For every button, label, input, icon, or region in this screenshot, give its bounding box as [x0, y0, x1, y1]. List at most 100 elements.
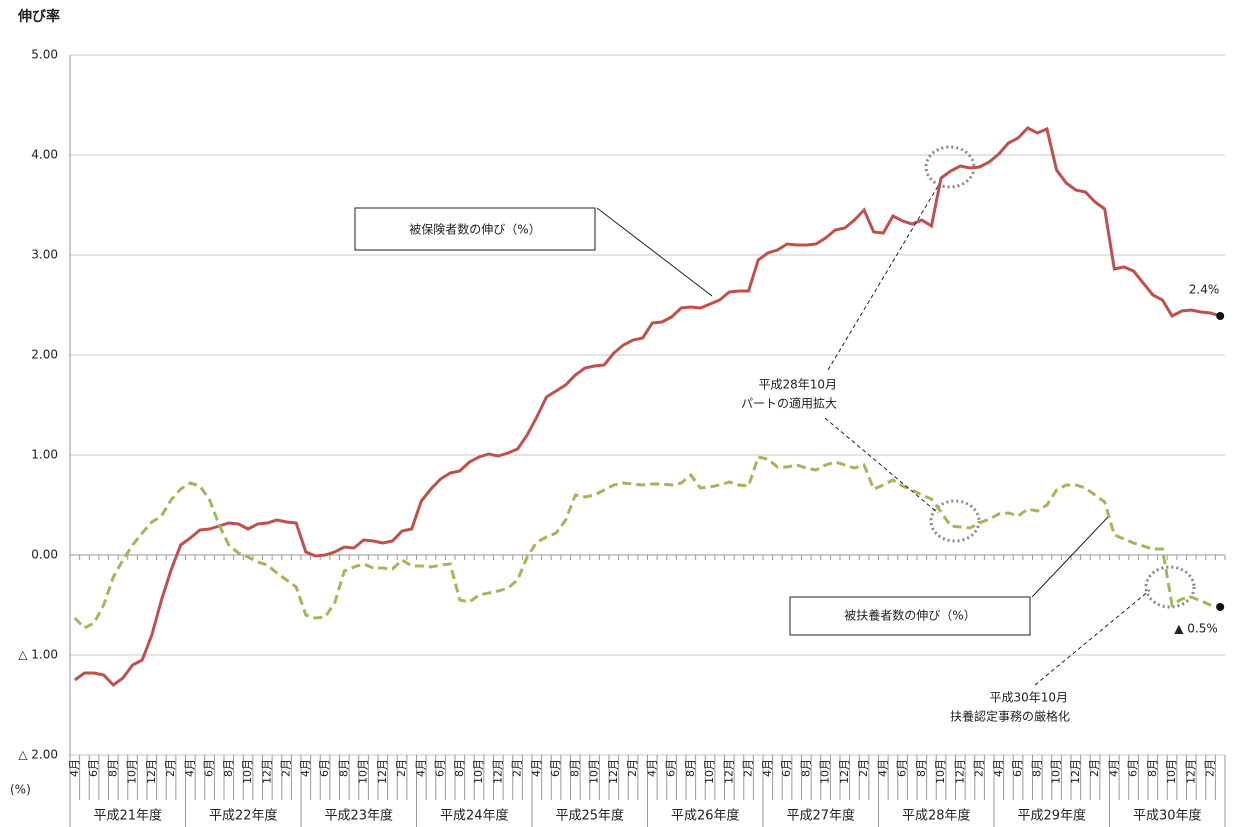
x-tick-label: 2月	[395, 759, 408, 777]
x-tick-label: 10月	[703, 759, 716, 784]
x-tick-label: 8月	[453, 759, 466, 777]
y-tick-label: △ 1.00	[18, 648, 58, 662]
y-tick-label: △ 2.00	[18, 748, 58, 762]
group-label: 平成23年度	[324, 808, 393, 824]
x-tick-label: 8月	[106, 759, 119, 777]
highlight-circle	[929, 499, 981, 543]
group-label: 平成21年度	[93, 808, 162, 824]
x-tick-label: 8月	[568, 759, 581, 777]
end-label: 2.4%	[1189, 283, 1220, 297]
leader-line	[1031, 516, 1109, 598]
x-tick-label: 10月	[819, 759, 832, 784]
x-tick-label: 12月	[260, 759, 273, 784]
y-tick-label: 2.00	[31, 348, 58, 362]
legend-box	[789, 596, 1031, 636]
x-tick-label: 12月	[1184, 759, 1197, 784]
x-tick-label: 4月	[876, 759, 889, 777]
x-tick-label: 8月	[337, 759, 350, 777]
x-tick-label: 2月	[973, 759, 986, 777]
x-tick-label: 2月	[626, 759, 639, 777]
x-tick-label: 6月	[203, 759, 216, 777]
x-tick-label: 8月	[1146, 759, 1159, 777]
x-tick-label: 10月	[588, 759, 601, 784]
x-tick-label: 4月	[68, 759, 81, 777]
x-tick-label: 8月	[799, 759, 812, 777]
x-tick-label: 10月	[1050, 759, 1063, 784]
x-tick-label: 2月	[1204, 759, 1217, 777]
x-tick-label: 4月	[992, 759, 1005, 777]
x-tick-label: 4月	[299, 759, 312, 777]
x-tick-label: 12月	[953, 759, 966, 784]
y-tick-label: 4.00	[31, 148, 58, 162]
y-tick-label: 0.00	[31, 548, 58, 562]
series-line	[73, 126, 1221, 687]
leader-line	[824, 417, 939, 514]
x-tick-label: 10月	[472, 759, 485, 784]
x-tick-label: 12月	[1069, 759, 1082, 784]
leader-line	[596, 207, 713, 297]
x-tick-label: 10月	[1165, 759, 1178, 784]
group-label: 平成28年度	[902, 808, 971, 824]
y-tick-label: 1.00	[31, 448, 58, 462]
x-tick-label: 10月	[934, 759, 947, 784]
x-tick-label: 2月	[857, 759, 870, 777]
group-label: 平成30年度	[1133, 808, 1202, 824]
end-label: ▲ 0.5%	[1174, 622, 1218, 636]
x-tick-label: 4月	[183, 759, 196, 777]
unit-label: (%)	[10, 783, 31, 797]
x-tick-label: 6月	[896, 759, 909, 777]
x-tick-label: 10月	[357, 759, 370, 784]
group-label: 平成22年度	[209, 808, 278, 824]
annotation: 平成28年10月	[758, 378, 837, 392]
x-tick-label: 12月	[722, 759, 735, 784]
x-tick-label: 12月	[607, 759, 620, 784]
x-tick-label: 4月	[530, 759, 543, 777]
x-tick-label: 2月	[164, 759, 177, 777]
leader-line	[827, 185, 939, 371]
x-tick-label: 6月	[318, 759, 331, 777]
x-tick-label: 2月	[280, 759, 293, 777]
x-tick-label: 2月	[742, 759, 755, 777]
group-label: 平成24年度	[440, 808, 509, 824]
x-tick-label: 2月	[1088, 759, 1101, 777]
legend-box	[354, 207, 596, 251]
x-tick-label: 4月	[414, 759, 427, 777]
annotation: 平成30年10月	[989, 691, 1068, 705]
end-point	[1216, 312, 1225, 320]
x-tick-label: 12月	[838, 759, 851, 784]
x-tick-label: 6月	[780, 759, 793, 777]
annotation: パートの適用拡大	[741, 396, 837, 411]
series-line	[73, 455, 1221, 630]
y-axis-label: 伸び率	[17, 8, 60, 25]
legend-label: 被扶養者数の伸び（%）	[844, 608, 975, 623]
x-tick-label: 6月	[87, 759, 100, 777]
highlight-circle	[1144, 565, 1196, 609]
x-tick-label: 12月	[145, 759, 158, 784]
x-tick-label: 6月	[549, 759, 562, 777]
legend-label: 被保険者数の伸び（%）	[409, 222, 540, 237]
x-tick-label: 2月	[511, 759, 524, 777]
group-label: 平成27年度	[786, 808, 855, 824]
x-tick-label: 8月	[1030, 759, 1043, 777]
x-tick-label: 6月	[434, 759, 447, 777]
x-tick-label: 8月	[222, 759, 235, 777]
x-tick-label: 4月	[761, 759, 774, 777]
y-tick-label: 5.00	[31, 48, 58, 62]
x-tick-label: 12月	[376, 759, 389, 784]
leader-line	[1034, 589, 1151, 686]
x-tick-label: 10月	[241, 759, 254, 784]
group-label: 平成29年度	[1017, 808, 1086, 824]
x-tick-label: 4月	[1107, 759, 1120, 777]
annotation: 扶養認定事務の厳格化	[950, 709, 1070, 724]
x-tick-label: 10月	[126, 759, 139, 784]
x-tick-label: 4月	[645, 759, 658, 777]
x-tick-label: 6月	[1011, 759, 1024, 777]
x-tick-label: 6月	[1127, 759, 1140, 777]
x-tick-label: 12月	[491, 759, 504, 784]
x-tick-label: 6月	[665, 759, 678, 777]
group-label: 平成26年度	[671, 808, 740, 824]
end-point	[1216, 603, 1225, 611]
group-label: 平成25年度	[555, 808, 624, 824]
x-tick-label: 8月	[915, 759, 928, 777]
